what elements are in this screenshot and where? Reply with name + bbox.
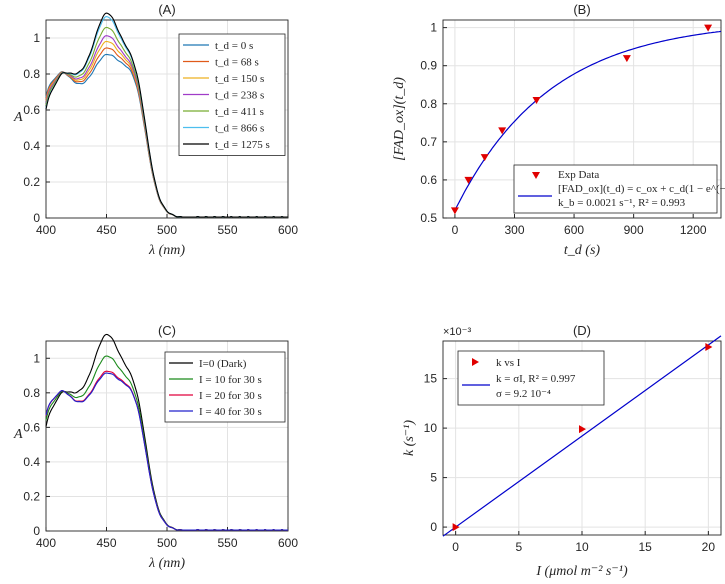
series-line — [45, 372, 288, 531]
x-tick-label: 1200 — [680, 223, 707, 237]
x-tick-label: 900 — [624, 223, 644, 237]
y-tick-label: 10 — [424, 421, 438, 435]
y-axis-label: [FAD_ox](t_d) — [392, 77, 407, 161]
legend — [164, 351, 286, 423]
y-tick-label: 0.8 — [420, 97, 437, 111]
legend — [513, 164, 718, 214]
y-tick-label: 0.2 — [23, 175, 40, 189]
x-tick-label: 10 — [575, 540, 589, 554]
data-point — [579, 425, 586, 434]
y-tick-label: 0.6 — [23, 103, 40, 117]
y-axis-label: A — [13, 110, 23, 125]
series-line — [45, 12, 288, 218]
legend-marker — [532, 172, 540, 179]
x-tick-label: 5 — [515, 540, 522, 554]
x-tick-label: 300 — [504, 223, 524, 237]
y-tick-label: 0.5 — [420, 211, 437, 225]
x-tick-label: 400 — [36, 223, 56, 237]
data-point — [450, 207, 459, 215]
y-tick-label: 0.8 — [23, 67, 40, 81]
x-tick-label: 0 — [452, 540, 459, 554]
x-tick-label: 600 — [278, 223, 298, 237]
legend-entry: I=0 (Dark) — [199, 358, 247, 370]
data-point — [480, 154, 489, 162]
x-axis-label: λ (nm) — [148, 243, 185, 258]
data-point — [704, 24, 713, 32]
y-tick-label: 0.6 — [23, 420, 40, 434]
legend-entry: t_d = 150 s — [215, 73, 264, 85]
legend-entry: t_d = 1275 s — [215, 139, 270, 151]
chart-title: (B) — [573, 2, 590, 17]
y-axis-label: A — [13, 427, 23, 442]
data-point — [498, 127, 507, 135]
legend — [457, 350, 605, 406]
y-tick-label: 15 — [424, 372, 438, 386]
data-point — [464, 176, 473, 184]
y-tick-label: 0.4 — [23, 455, 40, 469]
panel-D: 0 5 10 15 20 0 5 10 15 (D) ×10⁻³ k (s⁻¹) I (μmol m⁻²… — [402, 323, 722, 579]
legend-entry: I = 10 for 30 s — [199, 374, 262, 386]
legend-entry: k = σI, R² = 0.997 — [496, 373, 576, 385]
x-tick-label: 450 — [96, 536, 116, 550]
chart-title: (C) — [158, 323, 176, 338]
legend-entry: k_b = 0.0021 s⁻¹, R² = 0.993 — [558, 197, 686, 209]
data-point — [622, 55, 631, 63]
y-tick-label: 0.6 — [420, 173, 437, 187]
y-tick-label: 5 — [430, 471, 437, 485]
y-tick-label: 0 — [430, 520, 437, 534]
axes-box — [442, 19, 722, 219]
fit-line — [442, 335, 722, 537]
y-tick-label: 0.9 — [420, 59, 437, 73]
y-tick-label: 1 — [33, 31, 40, 45]
x-tick-label: 20 — [702, 540, 716, 554]
x-axis-label: I (μmol m⁻² s⁻¹) — [535, 564, 628, 579]
legend-entry: t_d = 866 s — [215, 123, 264, 135]
legend-entry: t_d = 238 s — [215, 90, 264, 102]
y-tick-label: 0.7 — [420, 135, 437, 149]
legend-entry: t_d = 0 s — [215, 40, 253, 52]
x-tick-label: 15 — [639, 540, 653, 554]
panel-A: 400 450 500 550 600 0 0.2 0.4 0.6 0.8 1 (A) Aλ (nm) t… — [13, 2, 298, 258]
legend-marker — [472, 358, 479, 366]
x-tick-label: 600 — [278, 536, 298, 550]
x-tick-label: 0 — [452, 223, 459, 237]
x-tick-label: 550 — [217, 223, 237, 237]
y-tick-label: 0.4 — [23, 139, 40, 153]
panel-B: 0 300 600 900 1200 0.5 0.6 0.7 0.8 0.9 1 (B) [FAD_ox… — [392, 2, 725, 258]
chart-title: (A) — [158, 2, 175, 17]
x-tick-label: 600 — [564, 223, 584, 237]
legend-entry: I = 40 for 30 s — [199, 406, 262, 418]
legend-entry: [FAD_ox](t_d) = c_ox + c_d(1 − e^(−k_b t… — [558, 183, 725, 195]
y-tick-label: 0 — [33, 524, 40, 538]
data-point — [452, 523, 460, 532]
y-axis-label: k (s⁻¹) — [402, 420, 417, 456]
legend-entry: σ = 9.2 10⁻⁴ — [496, 388, 551, 400]
fit-curve — [454, 30, 722, 211]
y-multiplier: ×10⁻³ — [443, 326, 471, 338]
y-tick-label: 0.2 — [23, 489, 40, 503]
data-point — [705, 342, 713, 351]
legend-entry: Exp Data — [558, 169, 599, 181]
x-tick-label: 550 — [217, 536, 237, 550]
legend-entry: t_d = 411 s — [215, 106, 264, 118]
x-tick-label: 500 — [157, 223, 177, 237]
legend-entry: I = 20 for 30 s — [199, 390, 262, 402]
y-tick-label: 0 — [33, 211, 40, 225]
x-tick-label: 400 — [36, 536, 56, 550]
data-point — [532, 96, 541, 104]
legend-entry: k vs I — [496, 357, 521, 369]
y-tick-label: 1 — [33, 351, 40, 365]
x-axis-label: t_d (s) — [564, 243, 601, 258]
x-tick-label: 500 — [157, 536, 177, 550]
x-tick-label: 450 — [96, 223, 116, 237]
panel-C: 400 450 500 550 600 0 0.2 0.4 0.6 0.8 1 (C) Aλ (nm) I… — [13, 323, 298, 571]
chart-title: (D) — [573, 323, 591, 338]
legend-entry: t_d = 68 s — [215, 57, 259, 69]
x-axis-label: λ (nm) — [148, 556, 185, 571]
y-tick-label: 0.8 — [23, 386, 40, 400]
y-tick-label: 1 — [430, 21, 437, 35]
